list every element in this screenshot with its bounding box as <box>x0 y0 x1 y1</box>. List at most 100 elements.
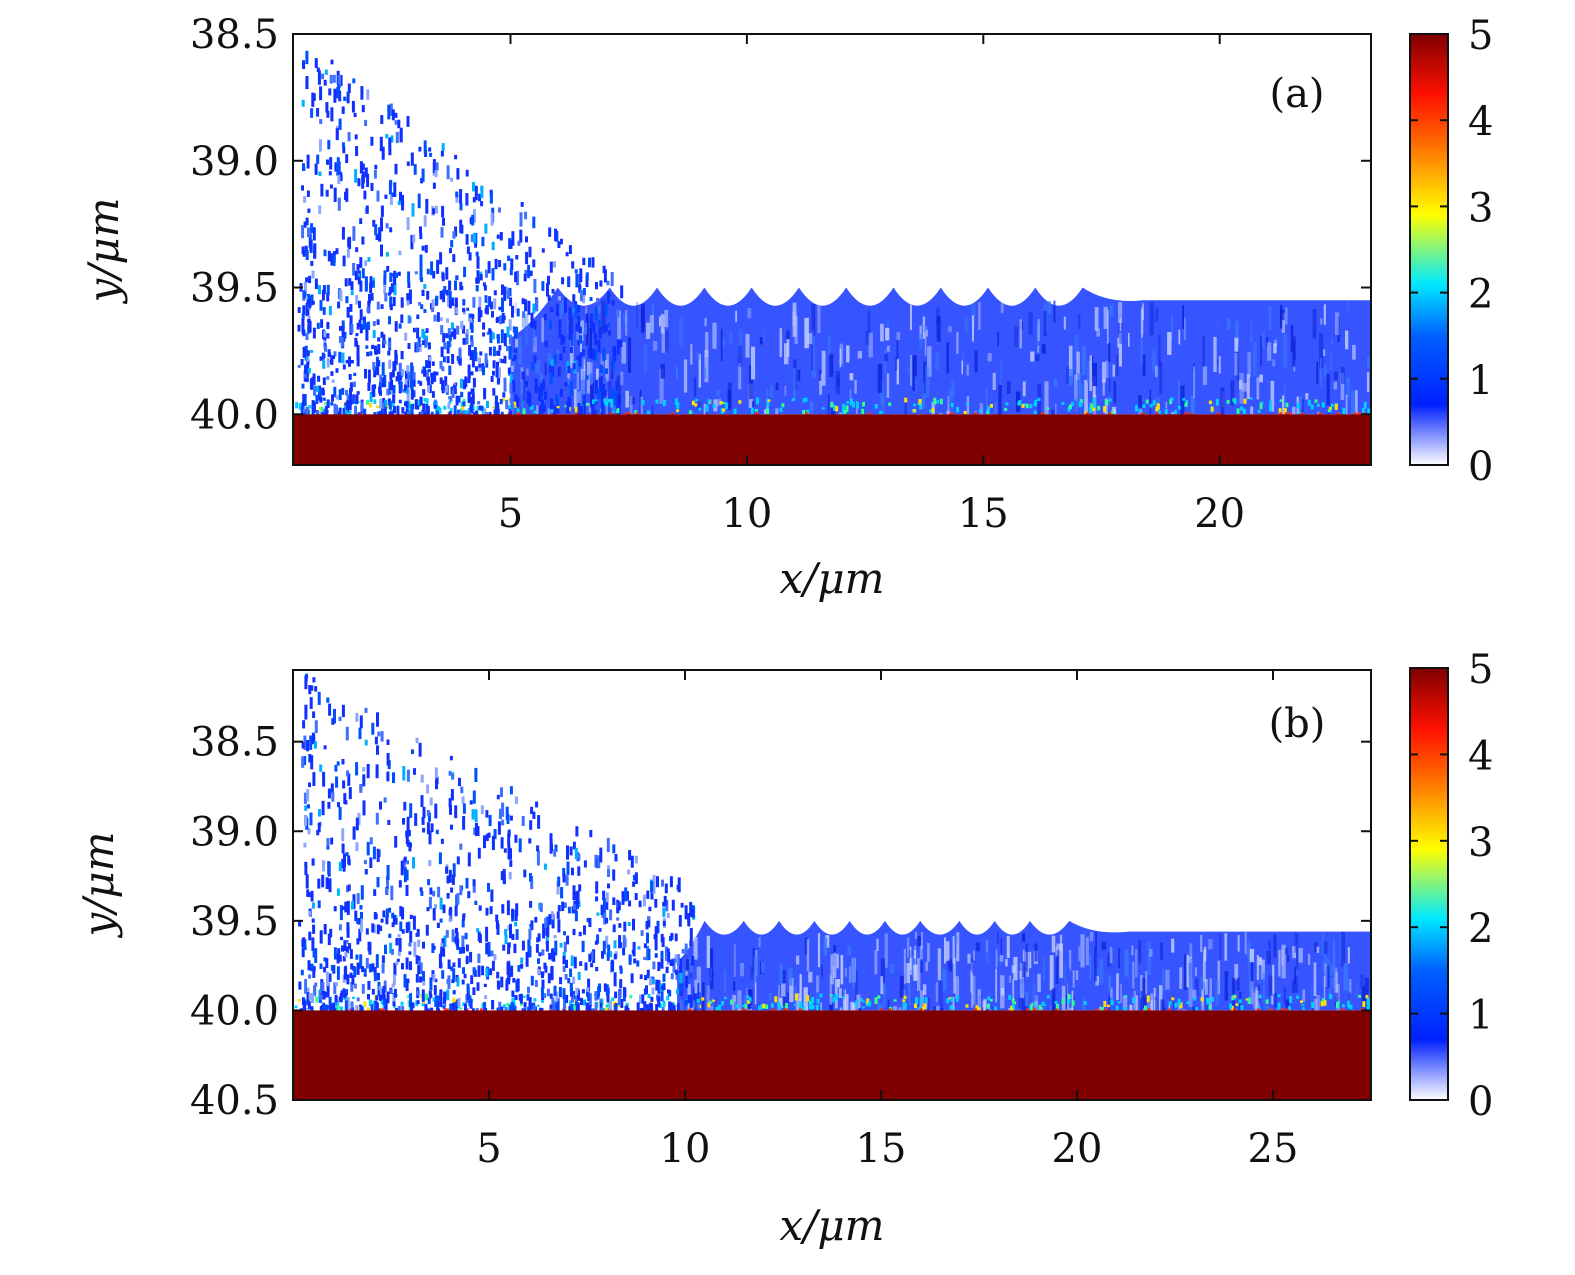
ejecta-streak <box>601 402 605 416</box>
plasma-streak <box>817 304 821 333</box>
surface-fringe-dot <box>511 998 515 1004</box>
near-surface-cloud <box>448 291 452 301</box>
ejecta-streak <box>352 381 356 388</box>
ejecta-streak <box>386 771 390 782</box>
ejecta-streak <box>447 295 450 307</box>
plasma-streak <box>1334 371 1338 380</box>
ejecta-streak <box>347 132 351 142</box>
near-surface-cloud <box>466 307 470 311</box>
plasma-streak <box>1037 319 1040 341</box>
ejecta-streak <box>435 162 439 171</box>
plasma-streak <box>851 1002 856 1015</box>
ejecta-streak <box>485 926 489 942</box>
surface-hot-dot <box>771 1008 775 1013</box>
surface-fringe-dot <box>1164 409 1168 414</box>
ejecta-streak <box>597 339 601 353</box>
ejecta-streak <box>587 978 591 992</box>
ejecta-streak <box>327 250 331 262</box>
surface-fringe-dot <box>924 997 928 1003</box>
surface-fringe-dot <box>1139 409 1143 413</box>
near-surface-cloud <box>348 374 352 380</box>
ejecta-streak <box>537 815 541 829</box>
near-surface-cloud <box>490 950 494 957</box>
ejecta-streak <box>450 240 454 248</box>
near-surface-cloud <box>488 328 492 334</box>
near-surface-cloud <box>306 350 310 357</box>
ejecta-streak <box>346 770 349 777</box>
ejecta-streak <box>335 776 339 788</box>
ejecta-streak <box>559 977 563 985</box>
ejecta-streak <box>388 287 392 294</box>
ejecta-streak <box>389 296 393 308</box>
ejecta-streak <box>563 941 567 953</box>
ejecta-streak <box>327 933 331 945</box>
near-surface-cloud <box>420 304 424 310</box>
ejecta-streak <box>549 833 553 841</box>
ejecta-streak <box>583 925 586 935</box>
ejecta-streak <box>314 686 318 692</box>
ejecta-streak <box>505 980 509 991</box>
ejecta-streak <box>433 399 437 408</box>
ejecta-streak <box>431 299 435 310</box>
ejecta-streak <box>571 261 575 269</box>
surface-hot-dot <box>1341 1008 1345 1013</box>
ejecta-streak <box>479 351 483 356</box>
near-surface-cloud <box>396 371 400 378</box>
near-surface-cloud <box>471 314 475 320</box>
ejecta-streak <box>304 345 308 361</box>
colorbar-a <box>1409 33 1449 466</box>
near-surface-cloud <box>304 365 308 376</box>
ejecta-streak <box>432 159 436 173</box>
ejecta-streak <box>672 962 676 973</box>
ejecta-streak <box>356 893 360 904</box>
plasma-streak <box>1180 385 1185 421</box>
ejecta-streak <box>383 797 387 803</box>
plasma-streak <box>819 374 823 395</box>
ejecta-streak <box>569 346 573 354</box>
plasma-streak <box>1138 395 1143 408</box>
ejecta-streak <box>527 264 531 279</box>
ejecta-streak <box>591 257 595 268</box>
x-axis-label: x/μm <box>780 554 885 603</box>
ejecta-streak <box>559 353 563 361</box>
surface-fringe-dot <box>1361 407 1365 415</box>
plasma-streak <box>1209 978 1212 1011</box>
ejecta-streak <box>445 289 449 296</box>
plasma-streak <box>585 313 589 346</box>
surface-fringe-dot <box>874 997 878 1005</box>
surface-fringe-dot <box>634 410 638 414</box>
ejecta-streak <box>485 942 489 955</box>
plasma-streak <box>1256 377 1260 400</box>
near-surface-cloud <box>422 941 425 949</box>
near-surface-cloud <box>453 328 457 340</box>
ejecta-streak <box>302 163 305 171</box>
ejecta-streak <box>303 196 307 203</box>
near-surface-cloud <box>660 963 664 968</box>
near-surface-cloud <box>403 384 407 391</box>
ejecta-streak <box>305 673 309 679</box>
plasma-streak <box>693 377 697 397</box>
plasma-streak <box>844 967 847 977</box>
near-surface-cloud <box>526 994 530 1001</box>
plasma-streak <box>1147 941 1151 975</box>
ejecta-streak <box>437 886 441 898</box>
plasma-streak <box>1203 956 1205 990</box>
surface-fringe-dot <box>520 1002 523 1006</box>
plasma-streak <box>679 317 684 347</box>
near-surface-cloud <box>550 949 554 959</box>
plasma-streak <box>675 366 678 380</box>
near-surface-cloud <box>538 952 542 957</box>
surface-fringe-dot <box>1157 410 1161 417</box>
surface-fringe-dot <box>1327 409 1331 413</box>
plasma-streak <box>1074 335 1079 360</box>
plasma-streak <box>737 345 743 367</box>
plot-frame-b <box>292 669 1372 1101</box>
plasma-streak <box>1230 380 1235 406</box>
plasma-streak <box>842 989 845 999</box>
plasma-streak <box>1063 964 1066 983</box>
near-surface-cloud <box>373 384 377 389</box>
surface-fringe-dot <box>1238 999 1242 1004</box>
ejecta-streak <box>381 377 385 388</box>
ejecta-streak <box>467 364 471 374</box>
surface-fringe-dot <box>806 409 810 415</box>
